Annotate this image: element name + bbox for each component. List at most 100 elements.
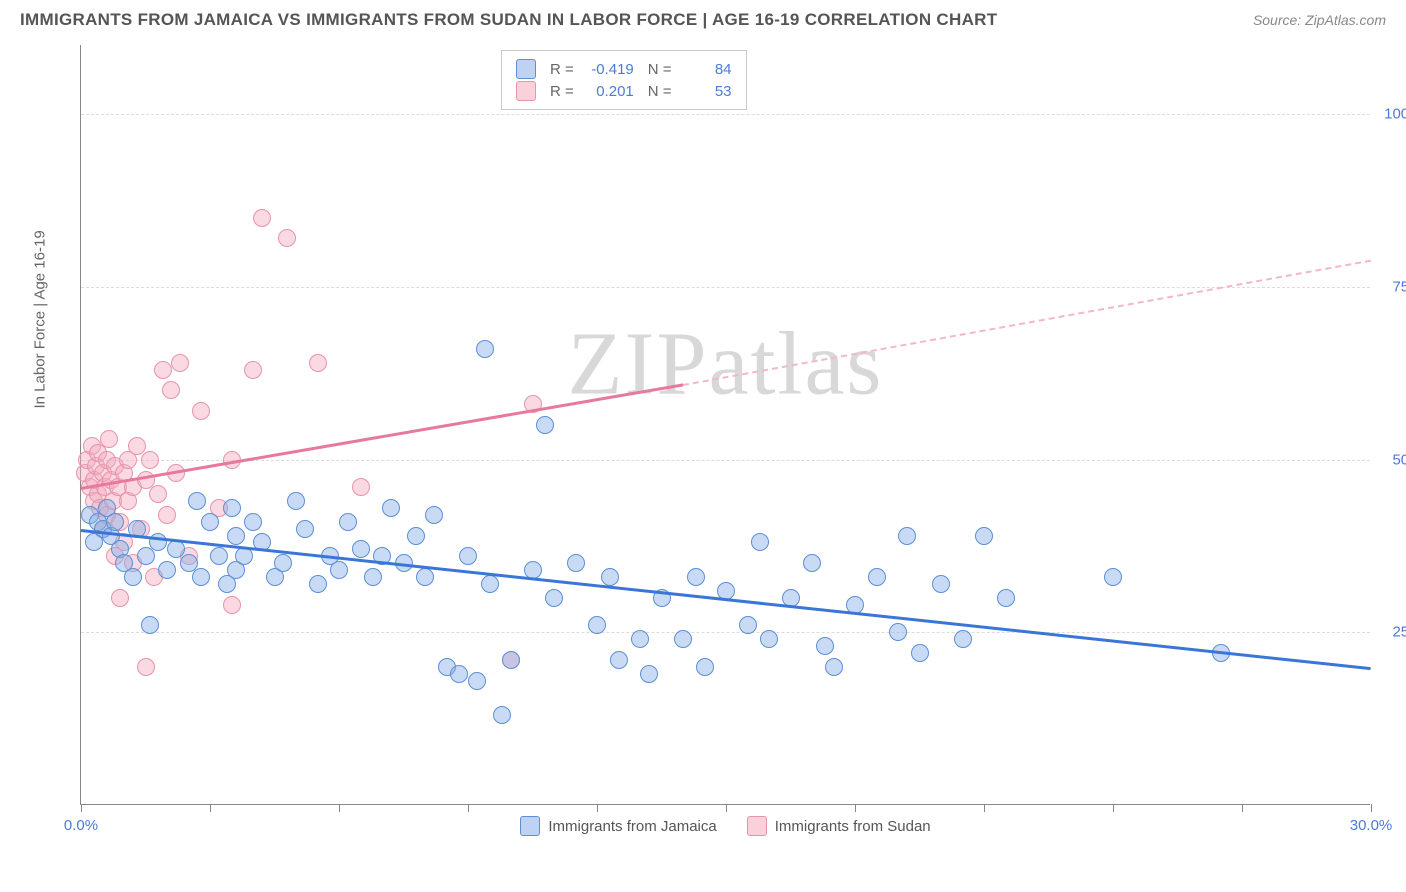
data-point <box>192 568 210 586</box>
data-point <box>339 513 357 531</box>
data-point <box>476 340 494 358</box>
chart-title: IMMIGRANTS FROM JAMAICA VS IMMIGRANTS FR… <box>20 10 997 30</box>
xtick <box>1113 804 1114 812</box>
watermark-text-a: ZIP <box>568 314 709 413</box>
gridline <box>81 114 1370 115</box>
legend-label-jamaica: Immigrants from Jamaica <box>548 818 716 835</box>
xtick-label: 0.0% <box>64 817 98 834</box>
data-point <box>158 561 176 579</box>
data-point <box>235 547 253 565</box>
data-point <box>309 354 327 372</box>
data-point <box>416 568 434 586</box>
stats-legend-box: R = -0.419 N = 84 R = 0.201 N = 53 <box>501 50 747 110</box>
legend-item-sudan: Immigrants from Sudan <box>747 816 931 836</box>
xtick <box>1242 804 1243 812</box>
data-point <box>278 229 296 247</box>
xtick <box>726 804 727 812</box>
data-point <box>868 568 886 586</box>
data-point <box>253 209 271 227</box>
swatch-blue-icon <box>516 59 536 79</box>
data-point <box>425 506 443 524</box>
ytick-label: 50.0% <box>1392 451 1406 468</box>
trend-line <box>81 529 1371 670</box>
stats-n-value-sudan: 53 <box>682 83 732 100</box>
data-point <box>739 616 757 634</box>
legend-label-sudan: Immigrants from Sudan <box>775 818 931 835</box>
data-point <box>696 658 714 676</box>
data-point <box>227 527 245 545</box>
data-point <box>911 644 929 662</box>
data-point <box>450 665 468 683</box>
data-point <box>274 554 292 572</box>
data-point <box>382 499 400 517</box>
data-point <box>296 520 314 538</box>
data-point <box>171 354 189 372</box>
data-point <box>954 630 972 648</box>
chart-area: In Labor Force | Age 16-19 ZIPatlas R = … <box>50 45 1370 835</box>
data-point <box>158 506 176 524</box>
data-point <box>674 630 692 648</box>
watermark: ZIPatlas <box>568 312 884 415</box>
stats-n-label: N = <box>648 61 672 78</box>
data-point <box>210 547 228 565</box>
bottom-legend: Immigrants from Jamaica Immigrants from … <box>81 816 1370 836</box>
stats-r-label: R = <box>550 83 574 100</box>
data-point <box>188 492 206 510</box>
data-point <box>997 589 1015 607</box>
data-point <box>468 672 486 690</box>
stats-r-value-jamaica: -0.419 <box>584 61 634 78</box>
data-point <box>601 568 619 586</box>
data-point <box>244 513 262 531</box>
stats-n-label: N = <box>648 83 672 100</box>
xtick <box>210 804 211 812</box>
ytick-label: 100.0% <box>1384 106 1406 123</box>
stats-row-jamaica: R = -0.419 N = 84 <box>516 59 732 79</box>
data-point <box>201 513 219 531</box>
data-point <box>687 568 705 586</box>
data-point <box>1104 568 1122 586</box>
data-point <box>100 430 118 448</box>
data-point <box>898 527 916 545</box>
xtick <box>1371 804 1372 812</box>
data-point <box>309 575 327 593</box>
ytick-label: 25.0% <box>1392 624 1406 641</box>
trend-line <box>683 259 1371 385</box>
data-point <box>816 637 834 655</box>
trend-line <box>81 384 683 490</box>
swatch-pink-icon <box>747 816 767 836</box>
data-point <box>932 575 950 593</box>
legend-item-jamaica: Immigrants from Jamaica <box>520 816 716 836</box>
data-point <box>352 478 370 496</box>
source-attribution: Source: ZipAtlas.com <box>1253 12 1386 28</box>
data-point <box>588 616 606 634</box>
data-point <box>803 554 821 572</box>
data-point <box>141 616 159 634</box>
data-point <box>567 554 585 572</box>
data-point <box>493 706 511 724</box>
data-point <box>631 630 649 648</box>
data-point <box>610 651 628 669</box>
data-point <box>481 575 499 593</box>
data-point <box>330 561 348 579</box>
xtick <box>468 804 469 812</box>
data-point <box>223 596 241 614</box>
data-point <box>975 527 993 545</box>
data-point <box>545 589 563 607</box>
data-point <box>364 568 382 586</box>
stats-r-value-sudan: 0.201 <box>584 83 634 100</box>
ytick-label: 75.0% <box>1392 278 1406 295</box>
stats-n-value-jamaica: 84 <box>682 61 732 78</box>
data-point <box>459 547 477 565</box>
data-point <box>352 540 370 558</box>
xtick-label: 30.0% <box>1350 817 1393 834</box>
data-point <box>287 492 305 510</box>
data-point <box>536 416 554 434</box>
swatch-blue-icon <box>520 816 540 836</box>
gridline <box>81 287 1370 288</box>
data-point <box>825 658 843 676</box>
gridline <box>81 460 1370 461</box>
xtick <box>339 804 340 812</box>
scatter-plot: ZIPatlas R = -0.419 N = 84 R = 0.201 N =… <box>80 45 1370 805</box>
data-point <box>192 402 210 420</box>
data-point <box>760 630 778 648</box>
